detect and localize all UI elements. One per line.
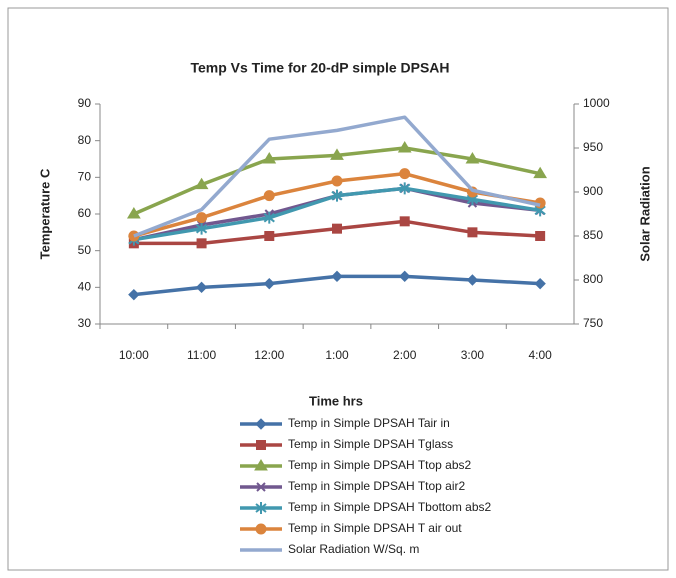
marker	[399, 182, 411, 195]
marker	[195, 222, 208, 235]
marker	[263, 190, 275, 202]
marker	[467, 227, 478, 238]
marker	[399, 216, 410, 227]
marker	[331, 189, 343, 202]
marker	[331, 175, 343, 187]
series	[128, 270, 546, 301]
marker	[195, 281, 208, 294]
marker	[256, 440, 266, 450]
marker	[534, 277, 546, 290]
legend-label: Temp in Simple DPSAH Tglass	[288, 437, 453, 451]
marker	[330, 148, 344, 160]
chart-frame	[7, 7, 669, 571]
marker	[194, 177, 209, 190]
marker	[331, 270, 343, 283]
marker	[255, 502, 267, 514]
marker	[465, 152, 480, 164]
y-tick-label: 30	[78, 316, 92, 330]
marker	[196, 238, 207, 249]
marker	[533, 166, 548, 179]
marker	[255, 523, 267, 535]
series	[126, 141, 548, 219]
y2-tick-label: 800	[583, 272, 603, 286]
marker	[264, 231, 275, 241]
x-axis-label: Time hrs	[309, 393, 363, 408]
marker	[256, 482, 266, 492]
marker	[254, 459, 268, 471]
legend-label: Temp in Simple DPSAH Ttop abs2	[288, 458, 472, 472]
marker	[255, 418, 267, 430]
marker	[466, 274, 479, 286]
y2-tick-label: 1000	[583, 96, 610, 110]
marker	[399, 270, 411, 283]
x-tick-label: 4:00	[528, 348, 552, 362]
chart-title: Temp Vs Time for 20-dP simple DPSAH	[190, 60, 449, 76]
y2-axis-label: Solar Radiation	[637, 166, 652, 261]
y2-tick-label: 850	[583, 228, 603, 242]
legend-label: Temp in Simple DPSAH Tbottom abs2	[288, 500, 492, 514]
marker	[332, 223, 342, 234]
x-tick-label: 10:00	[119, 348, 149, 362]
y2-tick-label: 750	[583, 316, 603, 330]
marker	[399, 168, 411, 180]
legend-label: Solar Radiation W/Sq. m	[288, 542, 419, 556]
x-tick-label: 12:00	[254, 348, 284, 362]
y-tick-label: 80	[78, 133, 92, 147]
y-tick-label: 90	[78, 96, 92, 110]
marker	[263, 277, 275, 290]
legend-label: Temp in Simple DPSAH Ttop air2	[288, 479, 466, 493]
marker	[196, 212, 208, 224]
series	[133, 115, 541, 238]
x-tick-label: 2:00	[393, 348, 417, 362]
x-tick-label: 11:00	[187, 348, 216, 362]
x-tick-label: 3:00	[461, 348, 485, 362]
y-tick-label: 40	[78, 280, 92, 294]
y-axis-label: Temperature C	[37, 168, 52, 259]
marker	[535, 231, 546, 241]
y2-tick-label: 900	[583, 184, 603, 198]
marker	[128, 288, 140, 301]
marker	[262, 152, 277, 164]
legend-label: Temp in Simple DPSAH T air out	[288, 521, 462, 535]
legend-label: Temp in Simple DPSAH Tair in	[288, 416, 450, 430]
series-line	[133, 115, 541, 238]
y-tick-label: 50	[78, 243, 92, 257]
y2-tick-label: 950	[583, 140, 603, 154]
marker	[126, 207, 141, 219]
x-tick-label: 1:00	[325, 348, 349, 362]
y-tick-label: 70	[78, 170, 92, 184]
y-tick-label: 60	[78, 206, 92, 220]
marker	[263, 211, 275, 224]
marker	[397, 141, 412, 153]
